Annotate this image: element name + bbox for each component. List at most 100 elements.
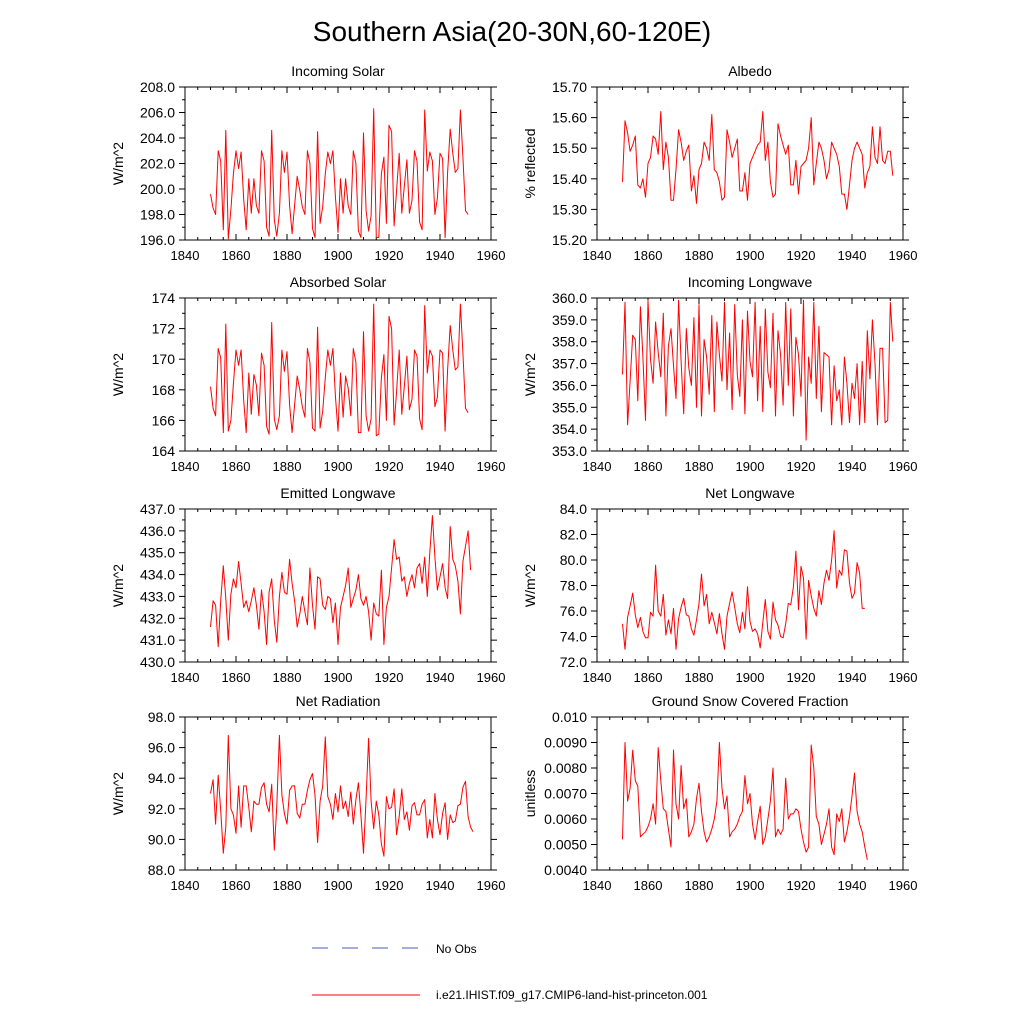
x-tick-label: 1920	[375, 670, 404, 685]
y-tick-label: 15.40	[552, 171, 587, 187]
x-tick-label: 1900	[736, 878, 765, 893]
figure-title: Southern Asia(20-30N,60-120E)	[313, 16, 711, 47]
x-tick-label: 1960	[477, 670, 506, 685]
y-tick-label: 204.0	[140, 130, 175, 146]
y-tick-label: 202.0	[140, 156, 175, 172]
chart-title: Absorbed Solar	[290, 274, 387, 290]
chart-panel: Albedo % reflected 1840 1860 1880 1900 1920 194…	[522, 63, 917, 263]
y-tick-label: 170	[152, 351, 176, 367]
x-tick-label: 1880	[273, 248, 302, 263]
x-tick-label: 1860	[222, 878, 251, 893]
plot-frame	[596, 508, 904, 663]
x-tick-label: 1840	[583, 670, 612, 685]
y-tick-label: 88.0	[148, 862, 175, 878]
x-tick-label: 1900	[324, 670, 353, 685]
y-tick-label: 355.0	[552, 399, 587, 415]
x-tick-label: 1960	[889, 459, 918, 474]
x-tick-label: 1920	[787, 459, 816, 474]
y-tick-label: 0.0080	[544, 760, 587, 776]
y-tick-label: 198.0	[140, 207, 175, 223]
x-tick-label: 1960	[477, 459, 506, 474]
y-axis-label: W/m^2	[110, 353, 126, 396]
x-tick-label: 1960	[477, 878, 506, 893]
y-tick-label: 206.0	[140, 105, 175, 121]
y-tick-label: 208.0	[140, 79, 175, 95]
y-tick-label: 84.0	[560, 501, 587, 517]
chart-title: Albedo	[728, 63, 772, 79]
y-axis-label: W/m^2	[522, 353, 538, 396]
x-tick-label: 1900	[324, 459, 353, 474]
y-axis-label: W/m^2	[110, 772, 126, 815]
x-tick-label: 1880	[273, 459, 302, 474]
plot-frame	[184, 716, 492, 871]
chart-title: Ground Snow Covered Fraction	[652, 693, 849, 709]
y-axis-label: % reflected	[522, 128, 538, 198]
y-tick-label: 435.0	[140, 545, 175, 561]
x-tick-label: 1960	[889, 878, 918, 893]
y-tick-label: 437.0	[140, 501, 175, 517]
x-tick-label: 1840	[583, 459, 612, 474]
chart-panel: Emitted Longwave W/m^2 1840 1860 1880 1900 192…	[110, 485, 505, 685]
x-tick-label: 1880	[685, 459, 714, 474]
series-line	[622, 111, 894, 210]
y-tick-label: 196.0	[140, 232, 175, 248]
y-tick-label: 200.0	[140, 181, 175, 197]
legend-label-model: i.e21.IHIST.f09_g17.CMIP6-land-hist-prin…	[436, 988, 708, 1002]
x-tick-label: 1940	[838, 878, 867, 893]
chart-panel: Incoming Longwave W/m^2 1840 1860 1880 1900 19…	[522, 274, 917, 474]
x-tick-label: 1920	[787, 670, 816, 685]
y-tick-label: 0.0050	[544, 837, 587, 853]
y-axis-label: unitless	[522, 770, 538, 817]
series-line	[622, 530, 865, 650]
x-tick-label: 1940	[426, 878, 455, 893]
y-tick-label: 354.0	[552, 421, 587, 437]
series-line	[622, 299, 894, 441]
y-tick-label: 166	[152, 412, 176, 428]
chart-title: Incoming Longwave	[688, 274, 813, 290]
x-tick-label: 1840	[583, 248, 612, 263]
y-axis-label: W/m^2	[110, 564, 126, 607]
x-tick-label: 1860	[634, 459, 663, 474]
y-axis-label: W/m^2	[522, 564, 538, 607]
y-tick-label: 15.20	[552, 232, 587, 248]
x-tick-label: 1940	[838, 459, 867, 474]
series-line	[622, 742, 868, 860]
x-tick-label: 1900	[324, 878, 353, 893]
y-tick-label: 356.0	[552, 377, 587, 393]
y-tick-label: 434.0	[140, 567, 175, 583]
chart-title: Incoming Solar	[291, 63, 385, 79]
x-tick-label: 1840	[171, 670, 200, 685]
y-tick-label: 358.0	[552, 334, 587, 350]
series-line	[210, 108, 469, 240]
x-tick-label: 1880	[685, 878, 714, 893]
x-tick-label: 1900	[736, 248, 765, 263]
chart-title: Emitted Longwave	[280, 485, 395, 501]
y-tick-label: 90.0	[148, 831, 175, 847]
chart-panel: Incoming Solar W/m^2 1840 1860 1880 1900 1920 1…	[110, 63, 505, 263]
y-tick-label: 353.0	[552, 443, 587, 459]
chart-title: Net Longwave	[705, 485, 795, 501]
x-tick-label: 1900	[324, 248, 353, 263]
y-tick-label: 359.0	[552, 312, 587, 328]
legend: No Obs i.e21.IHIST.f09_g17.CMIP6-land-hi…	[312, 942, 708, 1002]
x-tick-label: 1940	[426, 459, 455, 474]
y-tick-label: 0.0090	[544, 735, 587, 751]
x-tick-label: 1960	[477, 248, 506, 263]
x-tick-label: 1920	[787, 248, 816, 263]
x-tick-label: 1900	[736, 459, 765, 474]
x-tick-label: 1860	[634, 248, 663, 263]
y-tick-label: 82.0	[560, 527, 587, 543]
y-tick-label: 430.0	[140, 654, 175, 670]
y-tick-label: 15.30	[552, 201, 587, 217]
panels: Incoming Solar W/m^2 1840 1860 1880 1900 1920 1…	[110, 63, 917, 893]
y-tick-label: 357.0	[552, 356, 587, 372]
x-tick-label: 1920	[787, 878, 816, 893]
chart-panel: Net Radiation W/m^2 1840 1860 1880 1900 1920 19…	[110, 693, 505, 893]
x-tick-label: 1960	[889, 248, 918, 263]
y-tick-label: 78.0	[560, 578, 587, 594]
series-line	[210, 303, 469, 437]
x-tick-label: 1840	[171, 248, 200, 263]
x-tick-label: 1840	[583, 878, 612, 893]
y-tick-label: 80.0	[560, 552, 587, 568]
